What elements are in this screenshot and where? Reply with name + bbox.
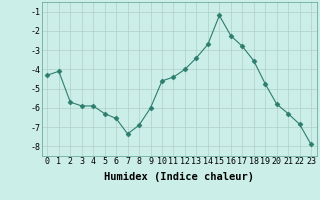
X-axis label: Humidex (Indice chaleur): Humidex (Indice chaleur) <box>104 172 254 182</box>
